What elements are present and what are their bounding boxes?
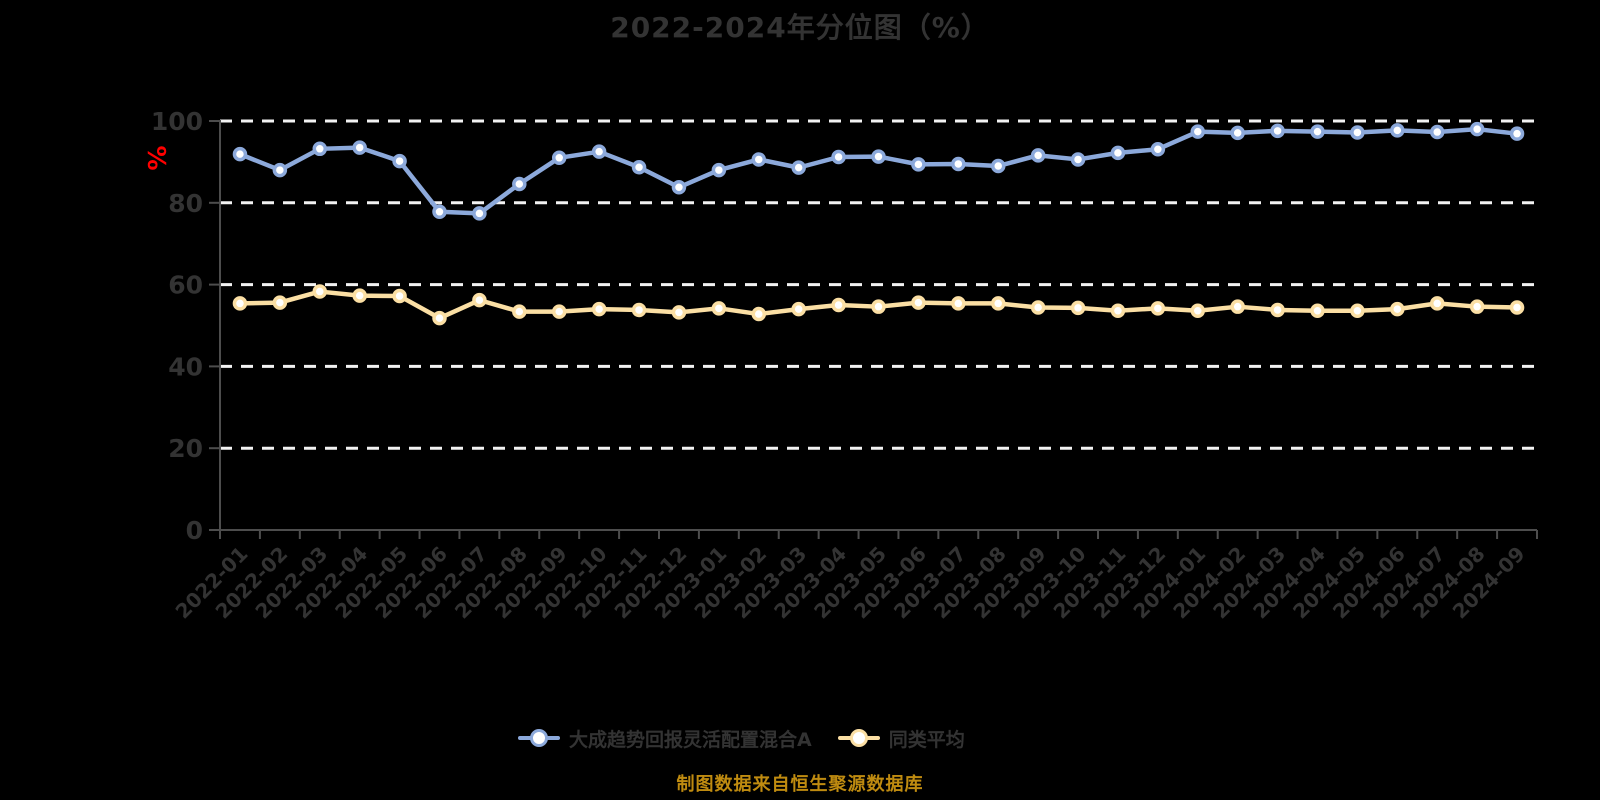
- data-point-marker: [512, 304, 527, 319]
- data-point-marker: [791, 301, 806, 317]
- data-point-marker: [472, 292, 487, 308]
- data-point-marker: [1390, 301, 1405, 317]
- data-point-marker: [1509, 300, 1525, 315]
- svg-text:0: 0: [186, 516, 203, 545]
- data-point-marker: [631, 302, 647, 318]
- data-point-marker: [1429, 296, 1445, 311]
- data-point-marker: [990, 296, 1006, 311]
- data-point-marker: [1110, 145, 1126, 161]
- data-point-marker: [392, 288, 407, 304]
- data-point-marker: [512, 176, 527, 192]
- data-point-marker: [352, 140, 367, 155]
- svg-text:80: 80: [168, 189, 203, 218]
- data-point-marker: [591, 301, 607, 317]
- data-point-marker: [671, 180, 687, 195]
- data-point-marker: [631, 159, 647, 175]
- data-point-marker: [1350, 303, 1365, 319]
- data-point-marker: [551, 304, 567, 319]
- data-point-marker: [352, 288, 367, 303]
- series-line-0: [237, 126, 1520, 216]
- svg-text:40: 40: [168, 352, 203, 381]
- data-point-marker: [232, 146, 248, 162]
- data-point-marker: [1070, 300, 1086, 316]
- data-point-marker: [711, 162, 727, 178]
- data-point-marker: [591, 144, 607, 159]
- series-0: [232, 121, 1525, 221]
- data-point-marker: [312, 284, 328, 299]
- data-point-marker: [1150, 141, 1166, 157]
- data-point-marker: [951, 296, 966, 311]
- data-point-marker: [1230, 125, 1245, 141]
- data-point-marker: [1070, 152, 1086, 167]
- svg-text:20: 20: [168, 434, 203, 463]
- data-point-marker: [671, 305, 687, 320]
- legend-item-category-average[interactable]: 同类平均: [837, 725, 965, 752]
- data-point-marker: [432, 204, 447, 220]
- data-point-marker: [1190, 124, 1206, 139]
- legend-line-sample: [837, 729, 880, 747]
- data-point-marker: [871, 149, 886, 164]
- data-point-marker: [831, 149, 846, 165]
- data-point-marker: [1270, 123, 1285, 139]
- data-point-marker: [1509, 126, 1525, 141]
- data-point-marker: [232, 296, 248, 311]
- data-point-marker: [990, 158, 1006, 174]
- data-point-marker: [432, 310, 447, 326]
- legend-circle-marker-icon: [849, 729, 868, 747]
- data-point-marker: [1110, 303, 1126, 319]
- axes: [209, 120, 1538, 539]
- svg-text:60: 60: [168, 271, 203, 300]
- data-point-marker: [711, 301, 727, 316]
- data-point-marker: [1469, 299, 1485, 314]
- series-1: [232, 284, 1525, 326]
- data-source-note: 制图数据来自恒生聚源数据库: [676, 774, 924, 795]
- data-point-marker: [312, 141, 328, 157]
- svg-text:100: 100: [151, 107, 203, 136]
- data-point-marker: [871, 299, 886, 314]
- legend-item-fund[interactable]: 大成趋势回报灵活配置混合A: [518, 725, 812, 752]
- data-point-marker: [1150, 301, 1166, 316]
- data-point-marker: [1429, 124, 1445, 140]
- data-point-marker: [551, 150, 567, 166]
- chart-title: 2022-2024年分位图（%）: [610, 11, 990, 44]
- data-point-marker: [951, 156, 966, 172]
- data-point-marker: [392, 153, 407, 169]
- data-point-marker: [1310, 303, 1325, 319]
- data-point-marker: [831, 297, 846, 313]
- data-point-marker: [1230, 299, 1245, 314]
- data-point-marker: [1030, 148, 1046, 163]
- legend: 大成趋势回报灵活配置混合A 同类平均: [518, 721, 965, 755]
- data-point-marker: [1469, 121, 1485, 137]
- data-point-marker: [272, 162, 288, 178]
- x-axis-labels: 2022-012022-022022-032022-042022-052022-…: [171, 542, 1530, 624]
- data-point-marker: [1350, 125, 1365, 140]
- legend-label-fund: 大成趋势回报灵活配置混合A: [569, 728, 812, 751]
- line-chart-canvas: 0 20 40 60 80 100 2022-012022-022022-032022-04…: [151, 107, 1538, 624]
- y-gridlines: [220, 119, 1537, 450]
- legend-line-sample: [518, 729, 560, 747]
- data-point-marker: [272, 295, 288, 310]
- data-point-marker: [472, 206, 487, 221]
- data-point-marker: [911, 295, 926, 310]
- legend-circle-marker-icon: [530, 729, 548, 747]
- data-point-marker: [1390, 123, 1405, 138]
- data-point-marker: [1270, 302, 1285, 318]
- legend-label-category-average: 同类平均: [888, 728, 965, 751]
- data-point-marker: [1310, 124, 1325, 139]
- data-point-marker: [751, 306, 767, 322]
- data-point-marker: [1030, 300, 1046, 315]
- data-point-marker: [751, 152, 767, 167]
- data-point-marker: [911, 157, 926, 172]
- data-point-marker: [1190, 303, 1206, 319]
- data-point-marker: [791, 160, 806, 175]
- y-axis-labels: 0 20 40 60 80 100: [151, 107, 203, 545]
